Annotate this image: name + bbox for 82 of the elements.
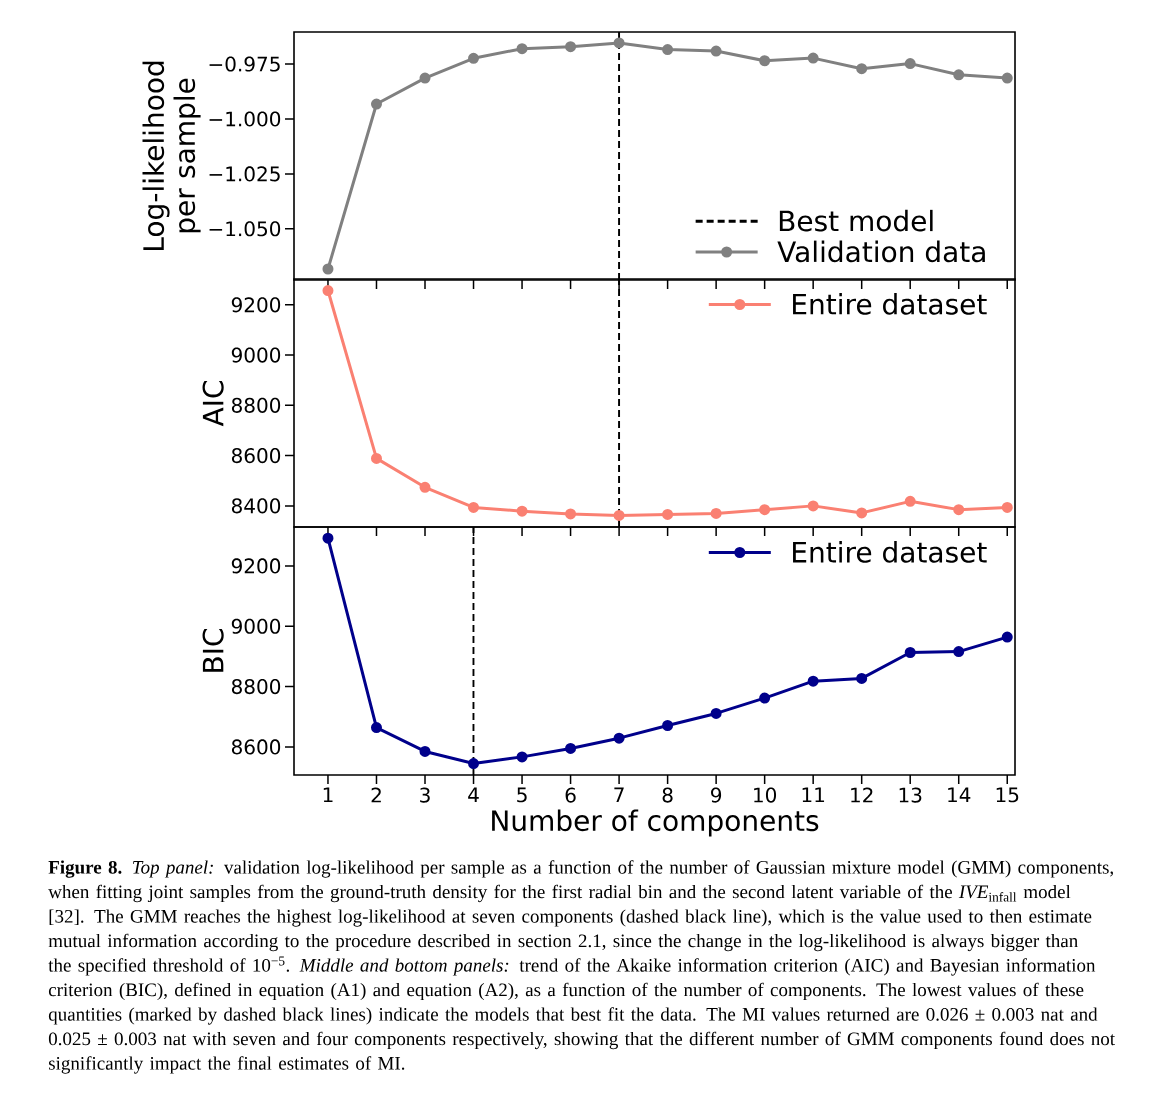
point: [565, 41, 577, 53]
y-tick-label: 8400: [231, 498, 281, 514]
x-axis-title: Number of components: [492, 809, 819, 837]
point: [759, 504, 771, 516]
y-tick-label: −1.050: [209, 221, 281, 237]
x-tick-label: 7: [614, 787, 624, 803]
point: [613, 509, 625, 521]
x-tick-label: 15: [996, 787, 1019, 803]
point: [953, 646, 965, 658]
y-axis-title: Log-likelihood per sample: [142, 61, 201, 250]
point: [516, 505, 528, 517]
point: [1001, 72, 1013, 84]
point: [468, 52, 480, 64]
x-tick-label: 12: [851, 787, 873, 803]
y-axis-title: BIC: [202, 628, 224, 672]
point: [710, 507, 722, 519]
y-tick-label: 8800: [231, 679, 281, 695]
y-tick-label: 9200: [231, 297, 281, 313]
x-tick-label: 3: [420, 787, 430, 803]
point: [613, 37, 625, 49]
y-tick-label: 8600: [231, 448, 281, 464]
point: [370, 98, 382, 110]
point: [904, 58, 916, 70]
point: [468, 758, 480, 770]
y-axis-title: AIC: [202, 381, 224, 427]
point: [419, 481, 431, 493]
point: [516, 751, 528, 763]
ref-line-label: Best model: [779, 209, 933, 232]
y-tick-label: 8800: [231, 397, 281, 413]
point: [856, 672, 868, 684]
x-tick-label: 2: [371, 787, 381, 803]
point: [953, 504, 965, 516]
point: [370, 722, 382, 734]
x-tick-label: 14: [948, 787, 971, 803]
point: [807, 500, 819, 512]
x-tick-label: 8: [662, 787, 673, 803]
y-tick-label: −0.975: [209, 56, 280, 72]
point: [322, 532, 334, 544]
point: [370, 452, 382, 464]
legend-label: Entire dataset: [793, 541, 987, 563]
x-tick-label: 9: [711, 787, 722, 803]
x-tick-label: 6: [565, 787, 576, 803]
point: [322, 263, 334, 275]
point: [419, 745, 431, 757]
x-tick-label: 10: [754, 787, 777, 803]
point: [710, 707, 722, 719]
point: [856, 63, 868, 75]
y-tick-label: 9200: [231, 558, 281, 574]
point: [662, 720, 674, 731]
point: [710, 45, 722, 57]
point: [1001, 501, 1013, 513]
y-tick-label: 9000: [231, 618, 281, 634]
point: [904, 646, 916, 658]
point: [759, 55, 771, 67]
x-tick-label: 4: [468, 787, 479, 803]
x-tick-label: 11: [802, 787, 825, 803]
point: [613, 732, 625, 744]
point: [904, 495, 916, 507]
y-tick-label: −1.000: [209, 111, 281, 127]
x-tick-label: 5: [517, 787, 527, 803]
point: [953, 69, 965, 81]
point: [1001, 631, 1013, 643]
legend-label: Validation data: [777, 240, 985, 263]
text: Figure 8. Top panel: validation log-likelihood per sample as a function of the number of Gaussian mixture model (GMM) components, when fitting joint samples from the ground-truth density for the first radial bin and the second latent variable of the IVE$_{infall}$ model [32]. The GMM reaches the highest log-likelihood at seven components (dashed black line), which is the value used to then estimate mutual information according to the procedure described in section 2.1, since the change in the log-likelihood is always bigger than the specified threshold of 10$^{−5}$. Middle and bottom panels: trend of the Akaike information criterion (AIC) and Bayesian information criterion (BIC), defined in equation (A1) and equation (A2), as a function of the number of components. The lowest values of these quantities (marked by dashed black lines) indicate the models that best fit the data. The MI values returned are 0.026 ± 0.003 nat and 0.025 ± 0.003 nat with seven and four components respectively, showing that the different number of GMM components found does not significantly impact the final estimates of MI.: [48, 860, 1115, 1074]
point: [419, 72, 431, 84]
point: [662, 44, 674, 56]
y-tick-label: 9000: [231, 347, 281, 363]
x-tick-label: 1: [323, 787, 333, 803]
legend-label: Entire dataset: [793, 293, 987, 315]
point: [807, 52, 819, 64]
point: [807, 675, 819, 687]
y-tick-label: 8600: [231, 739, 281, 755]
y-tick-label: −1.025: [209, 166, 280, 182]
point: [856, 507, 868, 519]
point: [516, 43, 528, 55]
x-tick-label: 13: [899, 787, 922, 803]
point: [565, 742, 577, 754]
point: [322, 285, 334, 297]
point: [759, 692, 771, 704]
point: [662, 508, 674, 520]
point: [468, 501, 480, 513]
point: [565, 508, 577, 520]
